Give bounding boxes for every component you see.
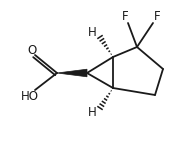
Text: F: F [122, 10, 128, 22]
Text: HO: HO [21, 90, 39, 104]
Text: F: F [154, 10, 160, 22]
Text: O: O [27, 44, 37, 57]
Text: H: H [88, 106, 96, 118]
Polygon shape [57, 69, 87, 77]
Text: H: H [88, 27, 96, 39]
